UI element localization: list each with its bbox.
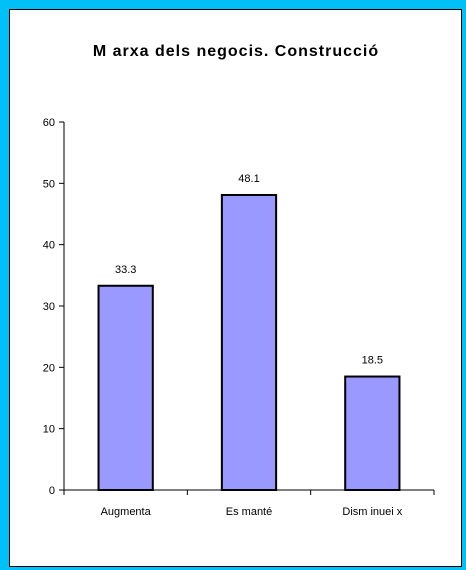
bar <box>344 375 401 491</box>
chart-title: M arxa dels negocis. Construcció <box>93 43 379 60</box>
bar <box>220 193 278 491</box>
data-label: 48.1 <box>238 173 259 185</box>
y-tick-label: 40 <box>43 240 55 252</box>
y-tick-label: 0 <box>49 485 55 497</box>
y-tick-label: 20 <box>43 362 55 374</box>
y-tick-label: 60 <box>43 117 55 129</box>
y-tick-label: 30 <box>43 301 55 313</box>
data-label: 18.5 <box>362 355 383 367</box>
bar <box>97 284 154 492</box>
data-label: 33.3 <box>115 264 136 276</box>
category-label: Dism inuei x <box>342 506 402 518</box>
plot-area: 0 10 20 30 40 50 60 33.3 Augmenta 48.1 Es manté 18.… <box>43 117 435 518</box>
chart-panel: M arxa dels negocis. Construcció 0 10 20 30… <box>9 9 462 567</box>
category-label: Es manté <box>226 506 272 518</box>
category-label: Augmenta <box>101 506 152 518</box>
y-tick-label: 10 <box>43 424 55 436</box>
bar-chart: M arxa dels negocis. Construcció 0 10 20 30… <box>43 43 435 518</box>
y-tick-label: 50 <box>43 178 55 190</box>
